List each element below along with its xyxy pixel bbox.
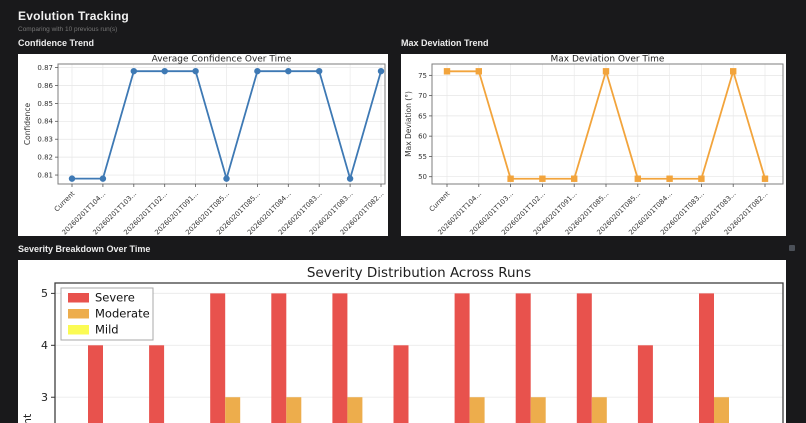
bar-severe xyxy=(699,293,714,423)
legend-swatch-mild xyxy=(68,325,89,335)
legend-label-severe: Severe xyxy=(95,291,135,305)
data-point xyxy=(130,67,137,75)
data-point xyxy=(539,175,546,182)
data-point xyxy=(507,175,514,182)
bar-severe xyxy=(271,293,287,423)
y-tick-label: 0.82 xyxy=(37,154,53,162)
data-point xyxy=(475,68,482,75)
bar-severe xyxy=(393,345,409,423)
bar-moderate xyxy=(225,397,241,423)
bar-severe xyxy=(637,345,653,423)
y-tick-label: 5 xyxy=(41,287,48,300)
confidence-chart-card: 0.81 0.82 0.83 0.84 0.85 0.86 0.87 Current 20260… xyxy=(18,54,388,236)
y-tick-label: 65 xyxy=(418,112,427,120)
chart-title: Max Deviation Over Time xyxy=(551,55,665,65)
confidence-line-chart: 0.810.820.830.840.850.860.87Current20260… xyxy=(23,55,386,236)
section-label-max-deviation-trend: Max Deviation Trend xyxy=(401,38,489,48)
plot-frame xyxy=(431,63,784,185)
bar-moderate xyxy=(469,397,485,423)
y-tick-label: 0.84 xyxy=(37,118,53,126)
bar-severe xyxy=(149,345,165,423)
data-point xyxy=(730,68,737,75)
data-point xyxy=(316,67,323,75)
data-point xyxy=(254,67,261,75)
y-tick-label: 70 xyxy=(418,92,427,100)
y-tick-label: 0.81 xyxy=(37,171,53,179)
data-point xyxy=(99,175,107,182)
plot-frame xyxy=(57,63,386,185)
plot-frame xyxy=(54,282,784,423)
y-tick-label: 60 xyxy=(418,133,427,141)
data-point xyxy=(377,67,385,75)
data-point xyxy=(698,175,705,182)
data-point xyxy=(634,175,641,182)
y-tick-label: 0.85 xyxy=(37,100,53,108)
section-label-confidence-trend: Confidence Trend xyxy=(18,38,95,48)
data-point xyxy=(68,175,76,182)
max-deviation-chart-card: 50 55 60 65 70 75 Current 20260201T104... 202602… xyxy=(401,54,786,236)
page-title: Evolution Tracking xyxy=(18,9,129,23)
data-point xyxy=(602,68,610,75)
bar-moderate xyxy=(286,397,302,423)
bar-severe xyxy=(88,345,103,423)
data-point xyxy=(223,175,230,182)
legend-label-mild: Mild xyxy=(95,323,119,337)
y-tick-label: 0.83 xyxy=(37,136,53,144)
data-point xyxy=(761,175,769,182)
legend-swatch-moderate xyxy=(68,309,89,319)
data-point xyxy=(346,175,354,182)
y-tick-label: 75 xyxy=(418,72,427,80)
page-subtitle: Comparing with 10 previous run(s) xyxy=(18,26,118,33)
y-tick-label: 4 xyxy=(41,339,48,352)
y-axis-label: Confidence xyxy=(23,103,32,146)
y-axis-label: Count xyxy=(21,413,34,423)
bar-severe xyxy=(515,293,531,423)
y-tick-label: 0.86 xyxy=(37,82,53,90)
x-tick-label: Current xyxy=(53,190,77,214)
y-tick-label: 55 xyxy=(418,153,427,161)
data-point xyxy=(192,67,199,75)
legend-label-moderate: Moderate xyxy=(95,307,150,321)
bar-severe xyxy=(576,293,592,423)
bar-moderate xyxy=(591,397,607,423)
bar-moderate xyxy=(714,397,729,423)
severity-chart-card: 3 4 5 Severity Distribution Across Runs Coun… xyxy=(18,260,786,423)
chart-title: Average Confidence Over Time xyxy=(152,55,292,65)
data-point xyxy=(161,67,168,75)
section-label-severity-breakdown: Severity Breakdown Over Time xyxy=(18,244,151,254)
bar-severe xyxy=(210,293,226,423)
bar-moderate xyxy=(347,397,363,423)
data-point xyxy=(285,67,292,75)
chart-title: Severity Distribution Across Runs xyxy=(307,265,531,281)
y-tick-label: 0.87 xyxy=(37,64,53,72)
x-tick-label: Current xyxy=(428,190,452,214)
y-axis-label: Max Deviation (°) xyxy=(404,91,413,157)
y-tick-label: 3 xyxy=(41,391,48,404)
data-point xyxy=(443,68,451,75)
bar-moderate xyxy=(530,397,546,423)
data-point xyxy=(571,175,578,182)
scrollbar-thumb[interactable] xyxy=(789,245,795,251)
bar-severe xyxy=(332,293,348,423)
data-point xyxy=(666,175,673,182)
y-tick-label: 50 xyxy=(418,173,427,181)
severity-bar-chart: 3 4 5 Severity Distribution Across Runs Coun… xyxy=(21,265,784,423)
legend-swatch-severe xyxy=(68,293,89,303)
max-deviation-line-chart: 505560657075Current20260201T104...202602… xyxy=(404,55,784,236)
bar-severe xyxy=(454,293,470,423)
